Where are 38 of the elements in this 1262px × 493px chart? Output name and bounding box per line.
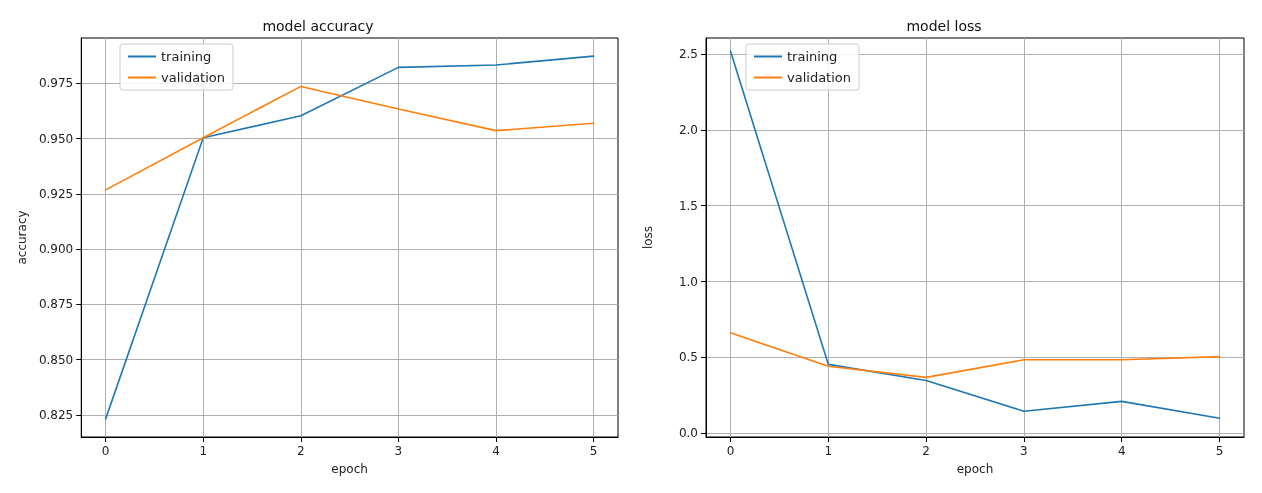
y-tick-label: 1.0 xyxy=(678,274,698,289)
y-tick-label: 0.875 xyxy=(38,297,74,312)
x-axis-title: epoch xyxy=(956,462,994,476)
line-series xyxy=(729,332,1221,379)
chart-title: model loss xyxy=(906,18,982,34)
y-tick-label: 0.850 xyxy=(38,352,74,367)
y-tick-label: 2.5 xyxy=(678,47,698,62)
y-tick-label: 0.925 xyxy=(38,186,74,201)
x-tick-label: 2 xyxy=(922,444,930,458)
y-tick-label: 0.5 xyxy=(678,350,698,365)
x-tick-label: 0 xyxy=(101,444,110,458)
x-tick-label: 0 xyxy=(726,444,735,458)
x-tick-label: 5 xyxy=(589,444,598,458)
x-tick-label: 1 xyxy=(199,444,208,458)
x-tick-label: 4 xyxy=(1117,444,1126,458)
x-tick-label: 1 xyxy=(824,444,833,458)
y-tick-label: 0.825 xyxy=(38,407,74,422)
y-axis-title: accuracy xyxy=(15,210,29,265)
y-tick-label: 0.0 xyxy=(678,426,698,441)
line-series xyxy=(729,50,1221,419)
x-tick-label: 4 xyxy=(492,444,500,458)
x-axis-title: epoch xyxy=(331,462,368,476)
y-tick-label: 0.975 xyxy=(38,76,74,91)
x-tick-label: 5 xyxy=(1215,444,1224,458)
y-axis-title: loss xyxy=(641,225,655,250)
legend-label: training xyxy=(161,49,212,64)
legend-label: validation xyxy=(161,70,226,85)
legend-label: training xyxy=(787,49,838,64)
chart-title: model accuracy xyxy=(262,18,374,34)
x-tick-label: 3 xyxy=(1020,444,1028,458)
y-tick-label: 1.5 xyxy=(678,198,698,213)
y-tick-label: 2.0 xyxy=(678,122,698,137)
y-tick-label: 0.900 xyxy=(38,242,74,257)
legend-label: validation xyxy=(787,70,852,85)
line-series xyxy=(104,85,595,191)
x-tick-label: 2 xyxy=(297,444,305,458)
x-tick-label: 3 xyxy=(394,444,403,458)
y-tick-label: 0.950 xyxy=(38,131,74,146)
